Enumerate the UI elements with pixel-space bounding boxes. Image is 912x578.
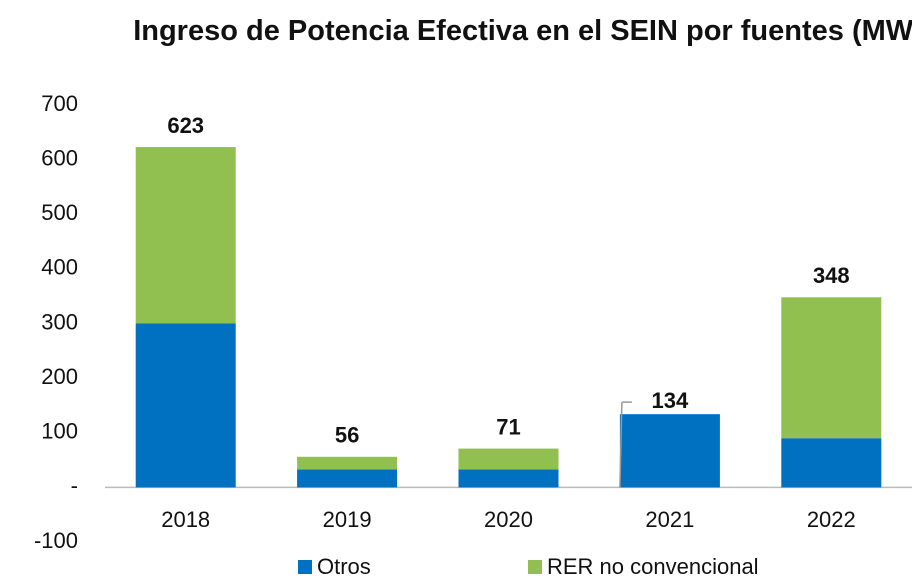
x-tick-label: 2022 [807, 507, 856, 532]
y-tick-label: 600 [41, 145, 78, 170]
legend-swatch [298, 560, 312, 574]
y-tick-label: -100 [34, 528, 78, 553]
total-label: 134 [652, 388, 689, 413]
y-tick-label: 400 [41, 255, 78, 280]
total-label: 348 [813, 263, 850, 288]
total-label: 56 [335, 423, 359, 448]
y-tick-label: 300 [41, 309, 78, 334]
bar-segment [297, 456, 398, 470]
y-tick-label: 100 [41, 419, 78, 444]
bar-segment [297, 469, 398, 488]
chart-title: Ingreso de Potencia Efectiva en el SEIN … [133, 15, 912, 47]
y-tick-label: 700 [41, 91, 78, 116]
total-label: 623 [167, 113, 204, 138]
leader-line [619, 401, 632, 488]
legend-label: Otros [317, 554, 371, 578]
total-label: 71 [496, 414, 520, 439]
bar-segment [781, 438, 882, 488]
legend-label: RER no convencional [547, 554, 759, 578]
legend-swatch [528, 560, 542, 574]
y-tick-label: 200 [41, 364, 78, 389]
x-tick-label: 2021 [645, 507, 694, 532]
y-tick-label: - [71, 473, 78, 498]
bar-segment [619, 414, 720, 488]
bar-segment [135, 147, 236, 324]
bar-segment [458, 448, 559, 470]
x-tick-label: 2019 [323, 507, 372, 532]
bar-segment [781, 297, 882, 439]
x-tick-label: 2020 [484, 507, 533, 532]
x-tick-label: 2018 [161, 507, 210, 532]
bar-segment [135, 323, 236, 488]
y-tick-label: 500 [41, 200, 78, 225]
bar-segment [458, 469, 559, 488]
